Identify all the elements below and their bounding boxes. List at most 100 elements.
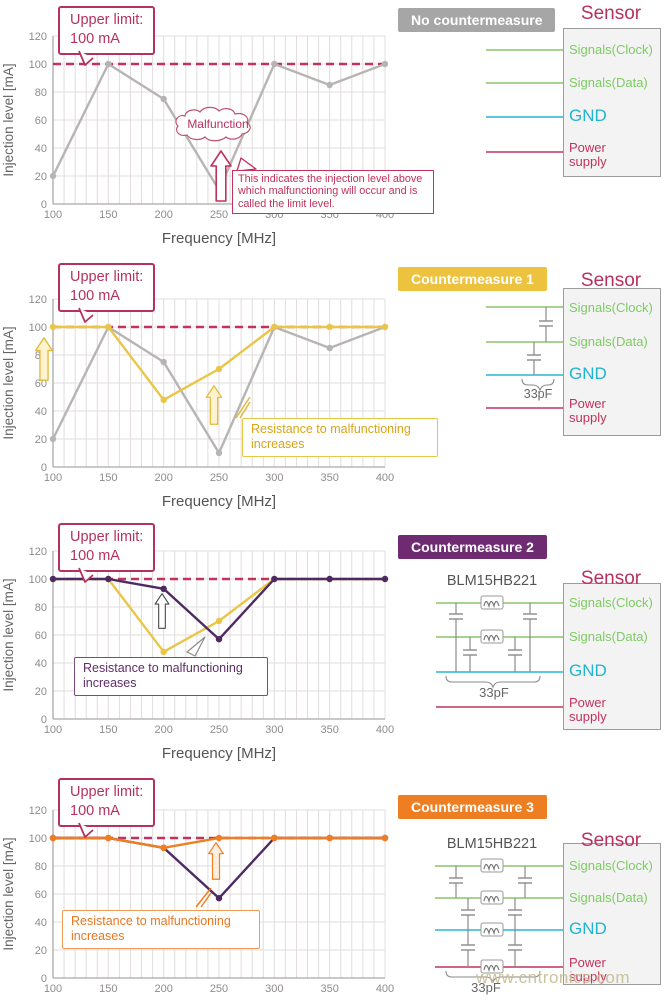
- malfunction-cloud-icon: [175, 106, 251, 142]
- svg-text:60: 60: [35, 889, 47, 901]
- svg-text:60: 60: [35, 378, 47, 390]
- sensor-box: [563, 843, 661, 985]
- badge-countermeasure-2: Countermeasure 2: [398, 535, 547, 559]
- svg-text:80: 80: [35, 602, 47, 614]
- svg-text:100: 100: [29, 59, 47, 71]
- svg-text:Frequency [MHz]: Frequency [MHz]: [162, 493, 276, 510]
- svg-text:300: 300: [265, 983, 283, 995]
- upper-limit-line1: Upper limit:: [70, 784, 144, 800]
- sensor-title: Sensor: [580, 270, 642, 291]
- pin-data: Signals(Data): [569, 334, 648, 349]
- upper-limit-line1: Upper limit:: [70, 529, 144, 545]
- svg-text:0: 0: [41, 199, 47, 211]
- callout-tail-icon: [78, 50, 94, 66]
- upper-limit-callout: Upper limit: 100 mA: [58, 523, 156, 573]
- up-arrow-icon: [205, 385, 223, 425]
- svg-text:350: 350: [320, 472, 338, 484]
- svg-text:Injection level [mA]: Injection level [mA]: [1, 63, 16, 176]
- svg-text:40: 40: [35, 658, 47, 670]
- svg-text:120: 120: [29, 546, 47, 558]
- svg-text:60: 60: [35, 630, 47, 642]
- svg-text:80: 80: [35, 861, 47, 873]
- limit-note: This indicates the injection level above…: [232, 170, 434, 214]
- upper-limit-line2: 100 mA: [70, 30, 120, 47]
- svg-text:40: 40: [35, 406, 47, 418]
- cap-value-label: 33pF: [479, 685, 509, 700]
- up-arrow-icon: [154, 593, 170, 629]
- svg-text:100: 100: [29, 833, 47, 845]
- pin-gnd: GND: [569, 364, 607, 383]
- svg-text:400: 400: [376, 472, 394, 484]
- chart-countermeasure-3: 0 20 40 60 80 100 120 100 150 200 250 300 350 400 Inje…: [1, 805, 394, 995]
- sensor-box: [563, 28, 661, 177]
- svg-text:20: 20: [35, 434, 47, 446]
- svg-text:120: 120: [29, 294, 47, 306]
- callout-pointer-icon: [195, 887, 212, 908]
- pin-clock: Signals(Clock): [569, 595, 653, 610]
- side-panel-4: Countermeasure 3 Sensor BLM15HB221: [398, 770, 664, 1002]
- pin-power: Power supply: [569, 396, 607, 425]
- pin-data: Signals(Data): [569, 629, 648, 644]
- panel-no-countermeasure: 0 20 40 60 80 100 120 100 150 200 250 300 350 400 Inje…: [0, 0, 664, 255]
- svg-text:150: 150: [99, 983, 117, 995]
- side-panel-1: No countermeasure Sensor Signals(Clock) …: [398, 0, 664, 255]
- panel-countermeasure-1: 020406080100120100150200250300350400Inje…: [0, 255, 664, 515]
- pin-gnd: GND: [569, 106, 607, 125]
- ferrite-bead-part-label: BLM15HB221: [446, 573, 538, 589]
- svg-text:200: 200: [154, 209, 172, 221]
- svg-text:100: 100: [29, 322, 47, 334]
- svg-text:200: 200: [154, 472, 172, 484]
- upper-limit-line2: 100 mA: [70, 802, 120, 819]
- callout-tail-icon: [78, 567, 94, 583]
- svg-text:60: 60: [35, 115, 47, 127]
- callout-pointer-icon: [186, 636, 206, 657]
- circuit-countermeasure-3: [435, 858, 563, 984]
- upper-limit-callout: Upper limit: 100 mA: [58, 778, 156, 828]
- svg-text:300: 300: [265, 724, 283, 736]
- svg-text:150: 150: [99, 472, 117, 484]
- svg-text:100: 100: [44, 472, 62, 484]
- svg-text:Frequency [MHz]: Frequency [MHz]: [162, 745, 276, 762]
- sensor-title: Sensor: [580, 830, 642, 851]
- pin-clock: Signals(Clock): [569, 300, 653, 315]
- watermark: www.cntronics.com: [476, 968, 630, 987]
- side-panel-2: Countermeasure 1 Sensor: [398, 255, 664, 515]
- svg-text:100: 100: [44, 724, 62, 736]
- cap-value-label: 33pF: [471, 980, 501, 995]
- svg-text:200: 200: [154, 983, 172, 995]
- circuit-no-countermeasure: [486, 49, 563, 153]
- pin-gnd: GND: [569, 661, 607, 680]
- ferrite-bead-part-label: BLM15HB221: [446, 836, 538, 852]
- svg-text:250: 250: [210, 724, 228, 736]
- svg-text:20: 20: [35, 171, 47, 183]
- svg-text:200: 200: [154, 724, 172, 736]
- upper-limit-callout: Upper limit: 100 mA: [58, 263, 156, 313]
- panel-countermeasure-3: 0 20 40 60 80 100 120 100 150 200 250 300 350 400 Inje…: [0, 770, 664, 1002]
- sensor-title: Sensor: [580, 568, 642, 589]
- upper-limit-line2: 100 mA: [70, 547, 120, 564]
- svg-text:350: 350: [320, 724, 338, 736]
- svg-text:400: 400: [376, 724, 394, 736]
- pin-data: Signals(Data): [569, 75, 648, 90]
- sensor-box: [563, 583, 661, 730]
- svg-text:120: 120: [29, 31, 47, 43]
- badge-countermeasure-3: Countermeasure 3: [398, 795, 547, 819]
- svg-text:40: 40: [35, 143, 47, 155]
- svg-text:20: 20: [35, 686, 47, 698]
- cap-value-label: 33pF: [523, 387, 553, 401]
- callout-tail-icon: [78, 307, 94, 323]
- sensor-box: [563, 288, 661, 436]
- circuit-countermeasure-2: [436, 595, 563, 708]
- up-arrow-icon: [208, 842, 224, 880]
- svg-text:20: 20: [35, 945, 47, 957]
- pin-clock: Signals(Clock): [569, 42, 653, 57]
- pin-power: Power supply: [569, 140, 607, 169]
- svg-text:Injection level [mA]: Injection level [mA]: [1, 578, 16, 691]
- svg-text:350: 350: [320, 983, 338, 995]
- svg-text:Injection level [mA]: Injection level [mA]: [1, 837, 16, 950]
- up-arrow-icon: [34, 337, 54, 381]
- upper-limit-callout: Upper limit: 100 mA: [58, 6, 156, 56]
- upper-limit-line2: 100 mA: [70, 287, 120, 304]
- svg-text:100: 100: [29, 574, 47, 586]
